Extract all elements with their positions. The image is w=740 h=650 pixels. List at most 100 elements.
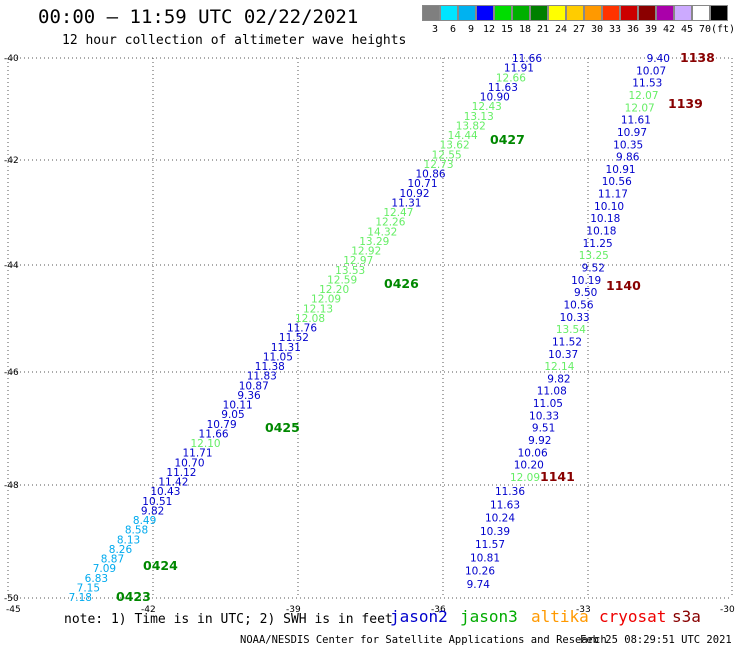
wave-height-label: 8.87 bbox=[101, 554, 124, 566]
wave-height-label: 12.73 bbox=[424, 159, 454, 171]
time-label: 1141 bbox=[540, 469, 575, 484]
wave-height-label: 9.86 bbox=[616, 152, 640, 164]
wave-height-label: 14.32 bbox=[367, 226, 397, 238]
wave-height-label: 10.11 bbox=[223, 400, 253, 412]
wave-height-label: 10.18 bbox=[586, 226, 616, 238]
wave-height-label: 10.26 bbox=[465, 566, 495, 578]
lat-tick-label: -50 bbox=[4, 594, 19, 604]
wave-height-label: 10.35 bbox=[613, 139, 643, 151]
wave-height-label: 11.66 bbox=[512, 53, 542, 65]
lat-tick-label: -48 bbox=[4, 481, 19, 491]
page-subtitle: 12 hour collection of altimeter wave hei… bbox=[62, 33, 407, 48]
wave-height-label: 12.08 bbox=[295, 313, 325, 325]
time-label: 0427 bbox=[490, 132, 525, 147]
wave-height-label: 12.26 bbox=[375, 217, 405, 229]
wave-height-label: 9.82 bbox=[141, 505, 164, 517]
wave-height-label: 9.74 bbox=[467, 579, 491, 591]
wave-height-label: 10.07 bbox=[636, 65, 666, 77]
wave-height-label: 10.91 bbox=[606, 164, 636, 176]
time-label: 0425 bbox=[265, 420, 300, 435]
wave-height-label: 11.31 bbox=[391, 197, 421, 209]
scale-swatch bbox=[602, 5, 620, 21]
wave-height-label: 12.43 bbox=[472, 101, 502, 113]
scale-label: 3 bbox=[431, 24, 439, 35]
wave-height-label: 12.55 bbox=[432, 149, 462, 161]
time-label: 0426 bbox=[384, 276, 419, 291]
wave-height-label: 12.92 bbox=[351, 246, 381, 258]
wave-height-label: 13.13 bbox=[464, 111, 494, 123]
scale-swatch bbox=[458, 5, 476, 21]
scale-label: 36 bbox=[626, 24, 640, 35]
wave-height-label: 10.51 bbox=[142, 496, 172, 508]
wave-height-label: 11.53 bbox=[632, 78, 662, 90]
wave-height-label: 11.76 bbox=[287, 323, 317, 335]
wave-height-label: 10.39 bbox=[480, 526, 510, 538]
wave-height-label: 12.13 bbox=[303, 303, 333, 315]
credit-text: NOAA/NESDIS Center for Satellite Applica… bbox=[240, 634, 607, 646]
wave-height-label: 11.52 bbox=[552, 336, 582, 348]
wave-height-label: 10.79 bbox=[207, 419, 237, 431]
footer-note: note: 1) Time is in UTC; 2) SWH is in fe… bbox=[64, 612, 393, 627]
wave-height-label: 12.07 bbox=[628, 90, 658, 102]
scale-label: 21 bbox=[536, 24, 550, 35]
scale-label: 27 bbox=[572, 24, 586, 35]
wave-height-label: 10.33 bbox=[560, 312, 590, 324]
lon-tick-label: -42 bbox=[141, 605, 156, 615]
lon-tick-label: -33 bbox=[576, 605, 591, 615]
wave-height-label: 10.37 bbox=[548, 349, 578, 361]
wave-height-label: 13.29 bbox=[359, 236, 389, 248]
wave-height-label: 10.10 bbox=[594, 201, 624, 213]
scale-label: 9 bbox=[467, 24, 475, 35]
wave-height-label: 10.97 bbox=[617, 127, 647, 139]
wave-height-label: 10.87 bbox=[239, 380, 269, 392]
scale-label: 42 bbox=[662, 24, 676, 35]
scale-swatch bbox=[548, 5, 566, 21]
wave-height-label: 13.53 bbox=[335, 265, 365, 277]
wave-height-label: 10.81 bbox=[470, 552, 500, 564]
time-label: 1138 bbox=[680, 50, 715, 65]
legend-s3a: s3a bbox=[672, 607, 701, 626]
wave-height-label: 9.52 bbox=[582, 263, 605, 275]
wave-height-label: 11.57 bbox=[475, 539, 505, 551]
legend-altika: altika bbox=[531, 607, 589, 626]
wave-height-label: 11.12 bbox=[166, 467, 196, 479]
wave-height-label: 11.83 bbox=[247, 371, 277, 383]
wave-height-label: 10.20 bbox=[514, 460, 544, 472]
lat-tick-label: -42 bbox=[4, 156, 19, 166]
wave-height-label: 10.86 bbox=[416, 169, 446, 181]
wave-height-label: 12.66 bbox=[496, 72, 526, 84]
wave-height-label: 10.06 bbox=[518, 447, 548, 459]
lon-tick-label: -36 bbox=[431, 605, 446, 615]
timestamp-text: Feb 25 08:29:51 UTC 2021 bbox=[580, 634, 732, 646]
scale-label: 15 bbox=[500, 24, 514, 35]
lat-tick-label: -46 bbox=[4, 368, 19, 378]
wave-height-label: 10.71 bbox=[407, 178, 437, 190]
scale-label: 6 bbox=[449, 24, 457, 35]
scale-label: 30 bbox=[590, 24, 604, 35]
wave-height-label: 10.92 bbox=[399, 188, 429, 200]
wave-height-label: 14.44 bbox=[448, 130, 478, 142]
wave-height-label: 12.09 bbox=[510, 472, 540, 484]
legend-jason3: jason3 bbox=[460, 607, 518, 626]
wave-height-label: 10.56 bbox=[602, 176, 632, 188]
scale-swatch bbox=[674, 5, 692, 21]
lon-tick-label: -45 bbox=[6, 605, 21, 615]
lat-tick-label: -40 bbox=[4, 54, 19, 64]
wave-height-label: 9.50 bbox=[574, 287, 597, 299]
scale-swatch bbox=[476, 5, 494, 21]
wave-height-label: 13.62 bbox=[440, 140, 470, 152]
wave-height-label: 13.54 bbox=[556, 324, 586, 336]
wave-height-label: 11.66 bbox=[199, 428, 229, 440]
time-label: 0424 bbox=[143, 558, 178, 573]
scale-swatch bbox=[512, 5, 530, 21]
scale-swatch bbox=[566, 5, 584, 21]
wave-height-label: 9.40 bbox=[647, 53, 670, 65]
time-label: 1140 bbox=[606, 278, 641, 293]
wave-height-label: 11.17 bbox=[598, 189, 628, 201]
wave-height-label: 12.14 bbox=[544, 361, 574, 373]
wave-height-label: 9.05 bbox=[221, 409, 244, 421]
wave-height-label: 12.20 bbox=[319, 284, 349, 296]
wave-height-label: 7.09 bbox=[93, 563, 116, 575]
